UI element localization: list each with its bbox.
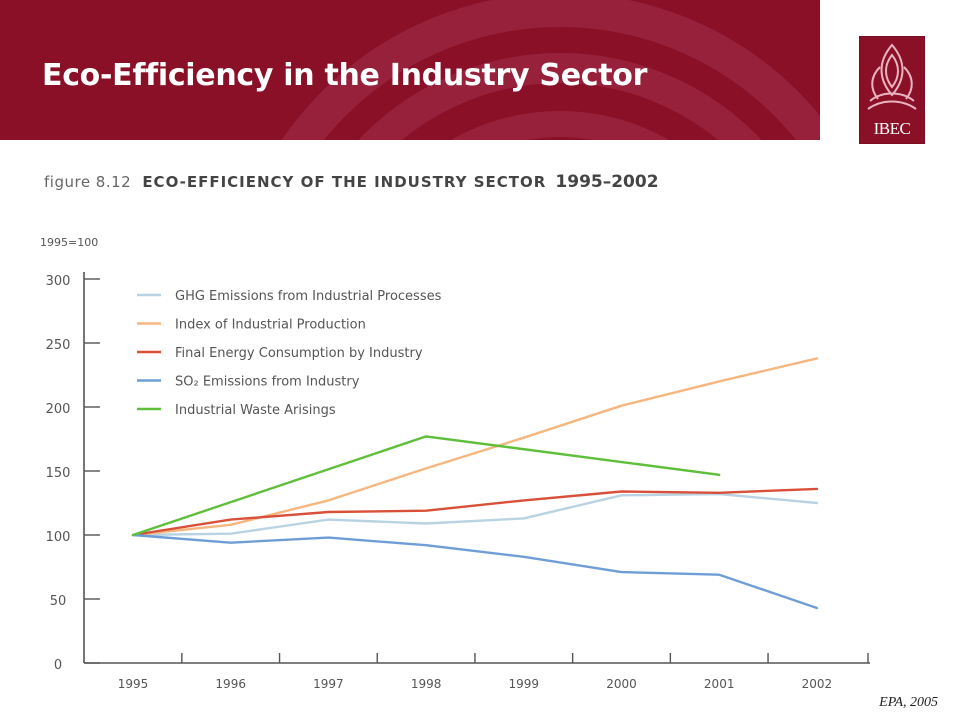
series-line-4	[131, 533, 819, 610]
series-line-2	[131, 357, 819, 537]
legend-label: SO₂ Emissions from Industry	[175, 375, 360, 390]
x-tick-label: 2001	[704, 677, 735, 691]
source-citation: EPA, 2005	[879, 695, 938, 710]
x-tick-label: 1997	[313, 677, 344, 691]
slide-title: Eco-Efficiency in the Industry Sector	[42, 58, 648, 93]
figure-years: 1995–2002	[555, 172, 659, 192]
y-tick-label: 200	[46, 402, 71, 417]
series-line-3	[131, 487, 819, 537]
figure-title: ECO-EFFICIENCY OF THE INDUSTRY SECTOR	[142, 173, 547, 191]
logo-emblem-icon	[867, 43, 917, 110]
figure-label: figure 8.12	[44, 173, 132, 191]
legend-label: Index of Industrial Production	[175, 318, 366, 333]
header-banner: Eco-Efficiency in the Industry Sector	[0, 0, 820, 140]
y-tick-label: 150	[46, 466, 71, 481]
x-tick-label: 2000	[606, 677, 637, 691]
x-tick-label: 1995	[118, 677, 149, 691]
series-line-1	[131, 492, 819, 537]
legend-label: Final Energy Consumption by Industry	[175, 346, 423, 361]
header-arc-decoration	[281, 0, 820, 140]
legend-label: Industrial Waste Arisings	[175, 403, 336, 418]
y-axis-label: 1995=100	[40, 236, 98, 249]
x-tick-label: 1998	[411, 677, 442, 691]
series-line-5	[131, 435, 721, 537]
ibec-logo: IBEC	[859, 36, 925, 144]
y-tick-label: 250	[46, 338, 71, 353]
x-tick-label: 2002	[802, 677, 833, 691]
logo-text: IBEC	[873, 119, 911, 138]
y-tick-label: 300	[46, 274, 71, 289]
figure-caption: figure 8.12 ECO-EFFICIENCY OF THE INDUST…	[44, 172, 659, 192]
x-tick-label: 1996	[215, 677, 246, 691]
y-tick-label: 0	[54, 658, 62, 673]
x-tick-label: 1999	[509, 677, 540, 691]
legend-label: GHG Emissions from Industrial Processes	[175, 289, 442, 304]
y-tick-label: 50	[50, 594, 67, 609]
y-tick-label: 100	[46, 530, 71, 545]
